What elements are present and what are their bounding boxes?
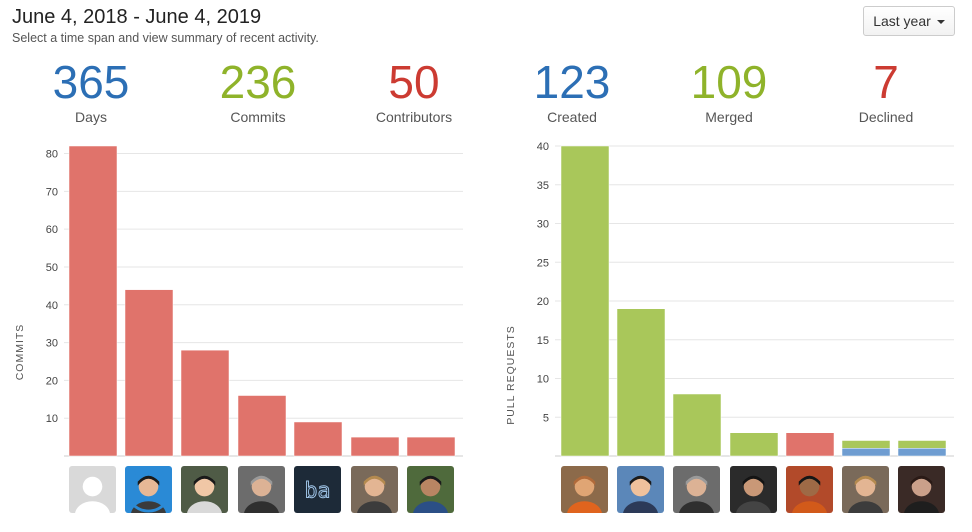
avatar-smiling-man[interactable] — [617, 466, 664, 513]
bar-merged — [672, 393, 722, 457]
avatar-cup-man[interactable] — [786, 466, 833, 513]
y-tick-label: 80 — [46, 149, 58, 161]
y-tick-label: 10 — [46, 413, 58, 425]
avatar-placeholder[interactable] — [69, 466, 116, 513]
stat-contributors-label: Contributors — [375, 109, 453, 125]
stat-days: 365 Days — [21, 56, 161, 125]
y-tick-label: 20 — [537, 296, 549, 308]
y-tick-label: 30 — [537, 219, 549, 231]
stat-contributors-value: 50 — [388, 56, 440, 108]
time-span-label: Last year — [873, 13, 931, 29]
bar-merged — [560, 145, 610, 457]
stat-days-label: Days — [75, 109, 107, 125]
bar-declined — [785, 432, 835, 457]
bar-merged — [616, 308, 666, 457]
bar-commits — [406, 436, 456, 457]
avatar-ba-logo[interactable]: ba — [294, 466, 341, 513]
avatar-bearded-man[interactable] — [898, 466, 945, 513]
y-tick-label: 30 — [46, 338, 58, 350]
stat-merged-label: Merged — [705, 109, 753, 125]
time-span-dropdown[interactable]: Last year — [863, 6, 955, 36]
bar-commits — [237, 395, 287, 457]
chevron-down-icon — [936, 20, 945, 24]
y-tick-label: 40 — [46, 300, 58, 312]
y-tick-label: 10 — [537, 374, 549, 386]
stat-declined-label: Declined — [858, 109, 914, 125]
bar-open — [841, 448, 891, 457]
avatar-glasses-man[interactable] — [125, 466, 172, 513]
avatar-dark-woman[interactable] — [730, 466, 777, 513]
stat-contributors: 50 Contributors — [344, 56, 484, 125]
svg-text:ba: ba — [305, 478, 331, 503]
avatar-young-man[interactable] — [181, 466, 228, 513]
y-tick-label: 50 — [46, 262, 58, 274]
stat-commits-label: Commits — [230, 109, 286, 125]
bar-open — [897, 448, 947, 457]
bar-commits — [293, 421, 343, 457]
stat-created-label: Created — [547, 109, 597, 125]
stat-declined-value: 7 — [873, 56, 899, 108]
y-tick-label: 35 — [537, 180, 549, 192]
y-tick-label: 70 — [46, 186, 58, 198]
bar-merged — [897, 440, 947, 449]
stat-created: 123 Created — [502, 56, 642, 125]
bar-commits — [180, 349, 230, 457]
stat-commits-value: 236 — [219, 56, 297, 108]
stat-commits: 236 Commits — [188, 56, 328, 125]
avatar-bald-man[interactable] — [561, 466, 608, 513]
avatar-blond-man[interactable] — [351, 466, 398, 513]
avatar-grey-man[interactable] — [238, 466, 285, 513]
bar-commits — [350, 436, 400, 457]
bar-commits — [124, 289, 174, 457]
y-tick-label: 20 — [46, 375, 58, 387]
y-tick-label: 15 — [537, 335, 549, 347]
bar-merged — [729, 432, 779, 457]
y-tick-label: 40 — [537, 141, 549, 153]
stat-merged-value: 109 — [690, 56, 768, 108]
stat-declined: 7 Declined — [816, 56, 956, 125]
y-tick-label: 25 — [537, 257, 549, 269]
page-title: June 4, 2018 - June 4, 2019 — [12, 6, 262, 28]
page-subtitle: Select a time span and view summary of r… — [12, 31, 319, 45]
y-axis-label: COMMITS — [14, 324, 26, 381]
y-tick-label: 60 — [46, 224, 58, 236]
stat-merged: 109 Merged — [659, 56, 799, 125]
bar-merged — [841, 440, 891, 449]
stat-days-value: 365 — [52, 56, 130, 108]
stat-created-value: 123 — [533, 56, 611, 108]
y-tick-label: 5 — [543, 412, 549, 424]
bar-commits — [68, 145, 118, 457]
avatar-outdoor-man[interactable] — [407, 466, 454, 513]
y-axis-label: PULL REQUESTS — [505, 325, 517, 425]
avatar-grey-man[interactable] — [673, 466, 720, 513]
avatar-blond-man[interactable] — [842, 466, 889, 513]
